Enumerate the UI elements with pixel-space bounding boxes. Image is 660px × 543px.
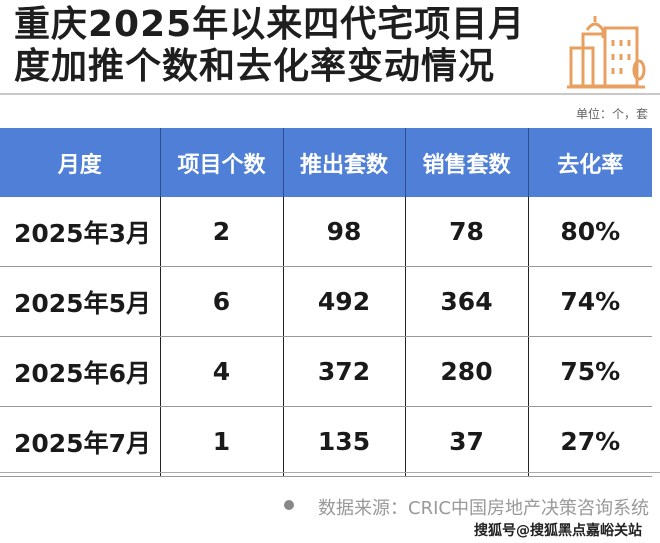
title-line-1: 重庆2025年以来四代宅项目月 [14,4,526,45]
cell-launched-units: 135 [283,406,406,477]
title-line-2: 度加推个数和去化率变动情况 [14,46,496,87]
cell-absorption-rate: 80% [528,197,652,267]
source-note: 数据来源：CRIC中国房地产决策咨询系统 [318,498,649,519]
cell-project-count: 1 [160,406,284,477]
cell-month: 2025年3月 [0,197,161,267]
cell-sold-units: 280 [405,336,529,407]
unit-label: 单位：个，套 [575,107,648,121]
bullet-icon [284,500,294,510]
cell-sold-units: 37 [405,406,529,477]
cell-project-count: 4 [160,336,284,407]
table-row: 2025年5月 6 492 364 74% [0,266,652,337]
header-sold-units: 销售套数 [405,128,529,197]
cell-month: 2025年5月 [0,266,161,337]
table-row: 2025年7月 1 135 37 27% [0,406,652,477]
header-absorption-rate: 去化率 [528,128,652,197]
divider [0,93,660,95]
cell-project-count: 2 [160,197,284,267]
header-launched-units: 推出套数 [283,128,406,197]
cell-absorption-rate: 74% [528,266,652,337]
table-header-row: 月度 项目个数 推出套数 销售套数 去化率 [0,128,652,197]
cell-launched-units: 98 [283,197,406,267]
page-title: 重庆2025年以来四代宅项目月 度加推个数和去化率变动情况 [14,4,525,88]
header-month: 月度 [0,128,161,197]
data-table: 月度 项目个数 推出套数 销售套数 去化率 2025年3月 2 98 78 80… [0,128,652,477]
table-row: 2025年6月 4 372 280 75% [0,336,652,407]
cell-sold-units: 78 [405,197,529,267]
cell-month: 2025年6月 [0,336,161,407]
building-icon [567,16,646,89]
watermark: 搜狐号@搜狐黑点嘉峪关站 [474,523,642,539]
cell-project-count: 6 [160,266,284,337]
table-row: 2025年3月 2 98 78 80% [0,197,652,267]
bottom-divider [0,472,660,473]
cell-month: 2025年7月 [0,406,161,477]
cell-sold-units: 364 [405,266,529,337]
cell-launched-units: 372 [283,336,406,407]
cell-launched-units: 492 [283,266,406,337]
cell-absorption-rate: 27% [528,406,652,477]
cell-absorption-rate: 75% [528,336,652,407]
header-project-count: 项目个数 [160,128,284,197]
